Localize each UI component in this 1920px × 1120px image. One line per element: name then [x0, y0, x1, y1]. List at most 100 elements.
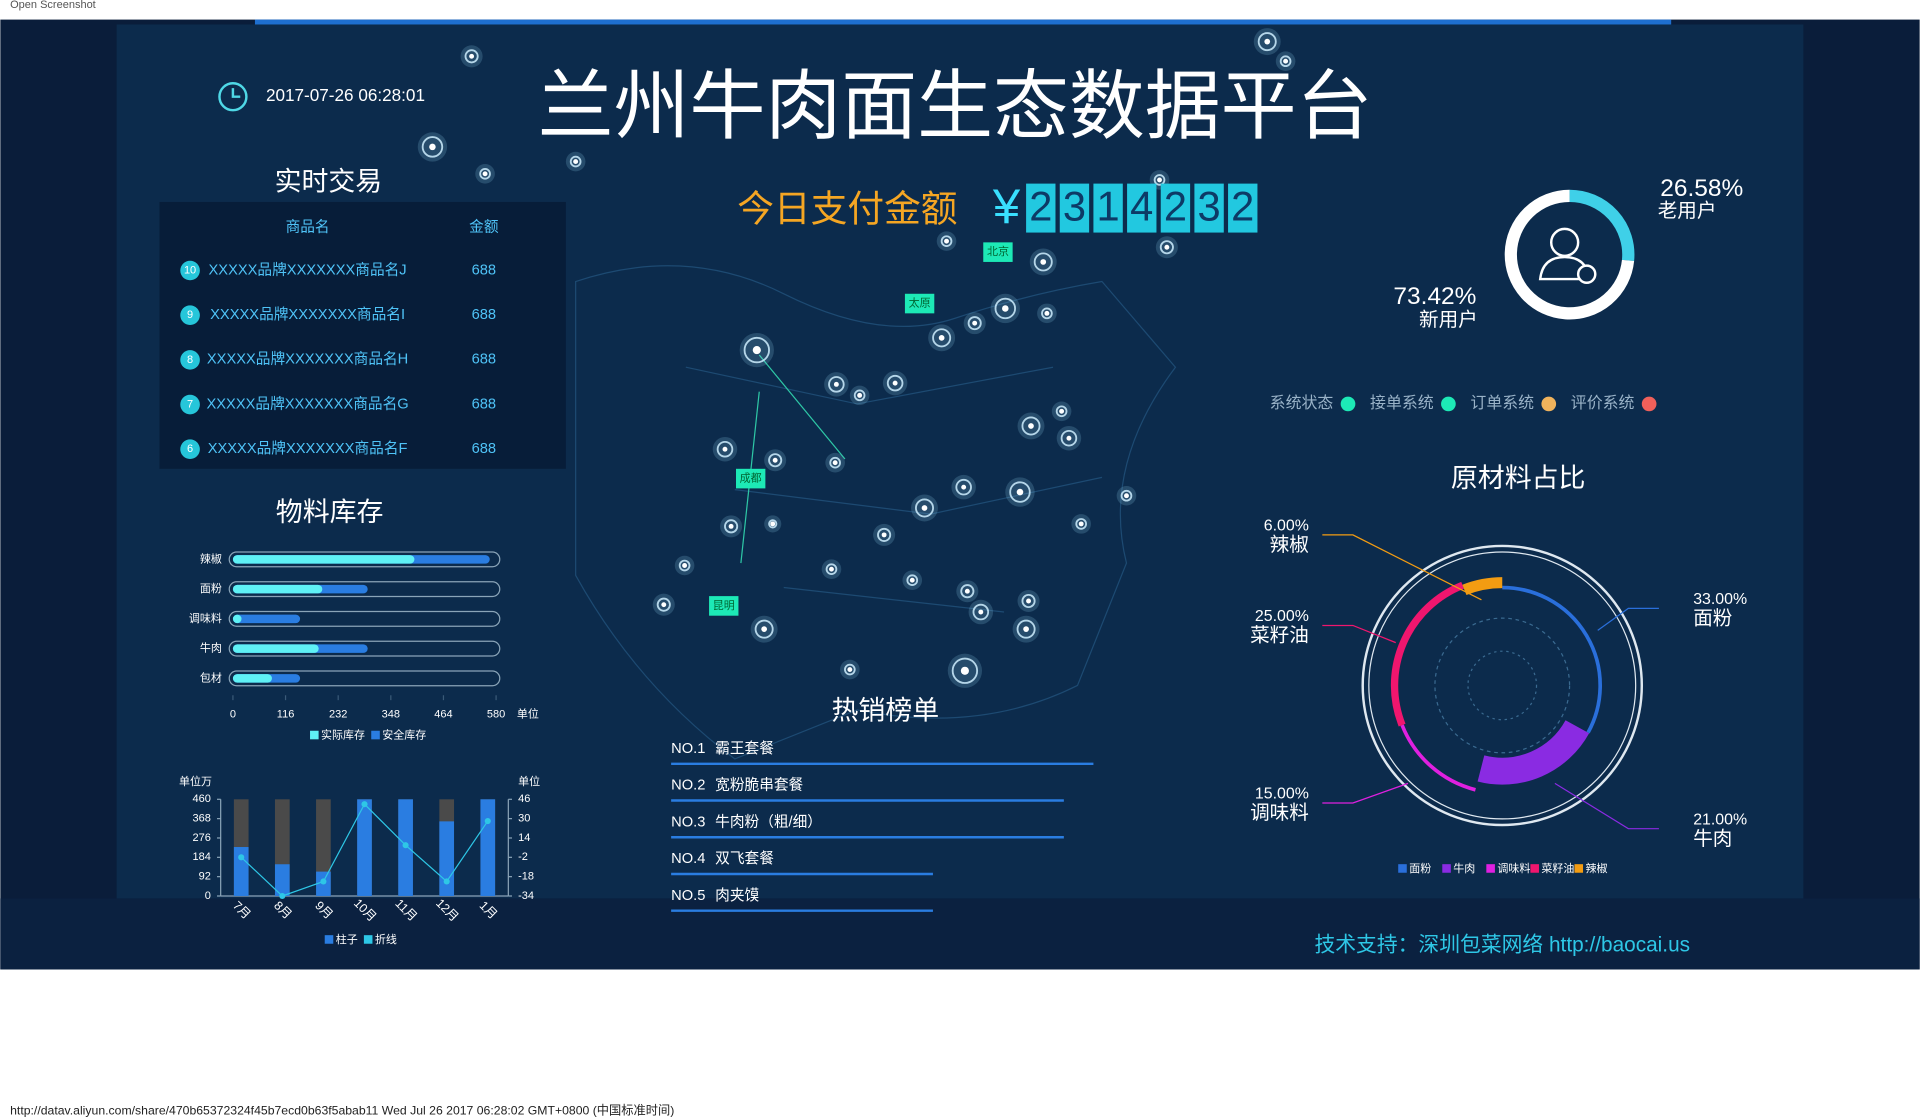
city-name: 成都: [740, 472, 762, 485]
legend-swatch: [1574, 864, 1584, 873]
map-dot-core: [469, 53, 475, 59]
digit: 2: [1231, 182, 1254, 229]
legend-label: 牛肉: [1453, 861, 1475, 875]
y-tick-label: 368: [193, 813, 211, 825]
digit-box: [1194, 183, 1224, 233]
pie-value-label: 15.00%: [1255, 786, 1309, 803]
pie-category-label: 牛肉: [1693, 828, 1732, 850]
legend-swatch: [1486, 864, 1495, 873]
city-name: 北京: [987, 244, 1009, 258]
bar: [233, 847, 249, 896]
map-dot: [656, 597, 671, 612]
pie-ring-center: [1434, 617, 1571, 754]
dish-name: 霸王套餐: [715, 740, 774, 757]
map-dot-core: [960, 666, 969, 675]
column-header: 金额: [469, 219, 499, 236]
legend-label: 柱子: [336, 932, 358, 946]
pie-value-label: 33.00%: [1693, 591, 1747, 608]
bar: [232, 614, 242, 624]
map-dot-core: [832, 460, 838, 466]
map-dot-core: [921, 505, 928, 511]
digit-box: [1160, 183, 1191, 233]
map-dot-core: [761, 626, 768, 633]
tab-title: Open Screenshot: [10, 0, 96, 11]
digit: 4: [1130, 182, 1153, 229]
map-dot: [886, 374, 904, 392]
section-title: 实时交易: [275, 167, 383, 197]
map-dot: [1041, 307, 1053, 320]
map-dot: [932, 328, 952, 348]
line-point: [402, 842, 409, 849]
line-point: [484, 817, 491, 825]
legend-label: 实际库存: [321, 728, 365, 742]
map-dot: [421, 136, 444, 158]
digit: 1: [1097, 182, 1120, 229]
digit-box: [1059, 183, 1090, 233]
map-dot-core: [972, 320, 978, 326]
y2-tick-label: 14: [518, 832, 530, 844]
ring-segment: [1504, 189, 1635, 320]
legend-label: 菜籽油: [1541, 861, 1574, 875]
city-tag: [983, 242, 1013, 262]
page-title: 兰州牛肉面生态数据平台: [538, 65, 1373, 150]
line-point: [361, 801, 368, 808]
rank: 10: [184, 264, 196, 276]
category-label: 调味料: [189, 611, 222, 625]
map-dot-core: [429, 143, 436, 151]
rank-badge: [180, 260, 200, 281]
line-point: [320, 878, 327, 885]
pie-category-label: 辣椒: [1270, 534, 1309, 556]
rank: NO.5: [671, 888, 705, 904]
rank: NO.1: [671, 741, 705, 757]
bar: [232, 674, 272, 683]
dish-name: 双飞套餐: [715, 850, 774, 867]
y-tick-label: 184: [193, 851, 211, 863]
x-tick-label: 116: [277, 709, 295, 721]
digit-box: [1026, 183, 1056, 233]
map-dot-core: [1040, 259, 1047, 265]
digit: 2: [1164, 182, 1187, 229]
axis-unit: 单位: [518, 774, 540, 788]
leader-line: [1322, 624, 1396, 644]
pie-ring-outer: [1361, 544, 1644, 827]
map-outline: [575, 265, 1177, 760]
dish-name: 宽粉脆串套餐: [715, 776, 803, 794]
rank: 9: [187, 309, 193, 321]
map-dot-core: [1026, 598, 1031, 604]
product-name: XXXXX品牌XXXXXXX商品名F: [208, 440, 408, 457]
rank: 6: [187, 443, 193, 455]
datetime: 2017-07-26 06:28:01: [266, 85, 425, 105]
status-bar: http://datav.aliyun.com/share/470b653723…: [10, 1103, 674, 1118]
map-dot: [768, 519, 778, 529]
map-dot: [1060, 429, 1078, 447]
x-tick-label: 348: [382, 709, 400, 721]
legend-swatch: [1530, 864, 1539, 873]
bar-track: [228, 610, 501, 627]
map-dot-core: [682, 563, 688, 568]
city-tag: [904, 293, 935, 314]
map-dot-core: [1164, 244, 1170, 250]
map-dot: [853, 389, 866, 402]
map-dot-core: [961, 484, 967, 490]
x-tick-label: 232: [329, 709, 347, 721]
pie-value-label: 25.00%: [1255, 608, 1309, 625]
legend-swatch: [371, 730, 380, 740]
digit-box: [1127, 183, 1157, 233]
axis-unit: 单位万: [179, 774, 212, 788]
map-dot-core: [1078, 521, 1084, 527]
transactions-panel: [159, 201, 566, 469]
status-dot: [1641, 396, 1657, 412]
bar: [480, 799, 496, 896]
map-dot: [951, 657, 979, 684]
user-share: 73.42%: [1393, 283, 1476, 310]
map-dot: [716, 440, 734, 458]
map-dot-core: [722, 446, 728, 452]
map-dot-core: [938, 334, 945, 341]
map-dot: [960, 584, 975, 599]
product-name: XXXXX品牌XXXXXXX商品名I: [210, 306, 405, 323]
ring-segment: [1569, 189, 1635, 262]
footer-credit: 技术支持：深圳包菜网络 http://baocai.us: [1314, 934, 1690, 957]
amount: 688: [472, 307, 496, 323]
map-dot-core: [1264, 38, 1271, 45]
